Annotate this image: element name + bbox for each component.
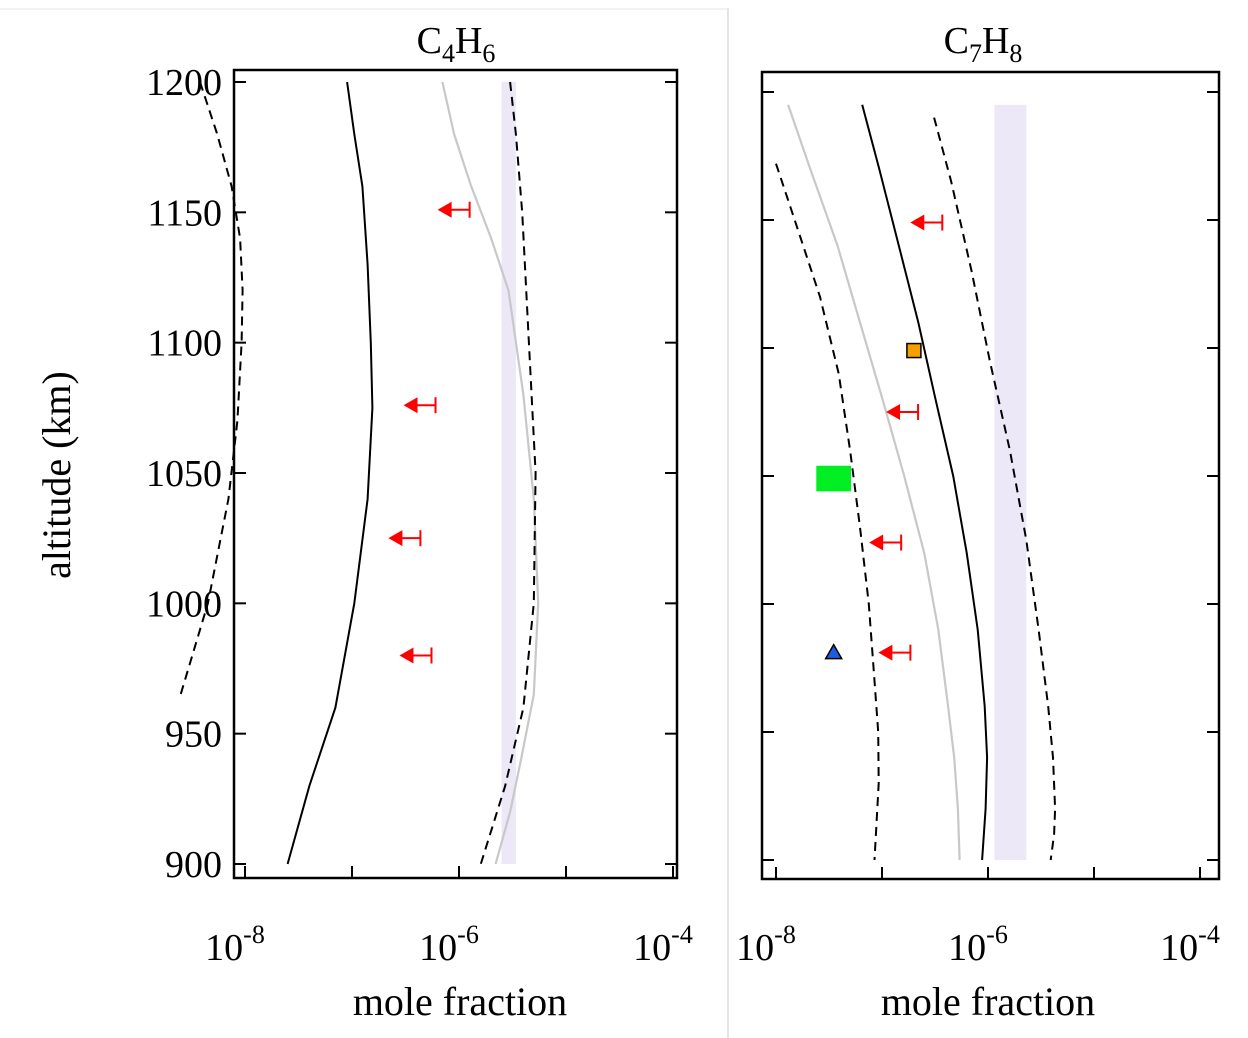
series-line-1-dashed xyxy=(179,81,244,695)
x-tick-label: 10-8 xyxy=(736,920,796,969)
y-tick-label: 950 xyxy=(165,714,222,756)
x-tick-label: 10-8 xyxy=(205,920,265,969)
x-axis-label: mole fraction xyxy=(353,979,567,1024)
y-axis-label: altitude (km) xyxy=(34,371,79,579)
upper-limit-arrow-3 xyxy=(869,534,903,551)
upper-limit-arrow-1 xyxy=(437,201,471,218)
upper-limit-arrow-3 xyxy=(388,530,422,547)
y-tick-label: 1200 xyxy=(146,62,222,104)
upper-limit-arrow-2 xyxy=(886,404,920,420)
series-line-3-solid xyxy=(861,104,989,861)
y-tick-label: 1100 xyxy=(147,323,222,365)
series-line-3-solid xyxy=(441,81,540,865)
tick-layer: 10-8 10-6 10-4 1200 1150 1100 1050 1000 950 900 xyxy=(146,62,693,969)
series-layer xyxy=(179,81,540,865)
range-box-marker xyxy=(816,465,852,492)
y-tick-label: 1050 xyxy=(146,453,222,495)
series-layer xyxy=(775,104,1057,861)
x-tick-label: 10-6 xyxy=(419,920,479,969)
series-line-4-dashed xyxy=(933,117,1057,861)
series-line-2-solid xyxy=(787,104,961,861)
upper-limit-arrow-4 xyxy=(878,644,912,661)
upper-limit-arrow-2 xyxy=(403,397,437,414)
y-tick-label: 1150 xyxy=(147,192,222,234)
shaded-band xyxy=(994,104,1027,861)
plot-frame xyxy=(232,68,679,880)
y-tick-label: 1000 xyxy=(146,583,222,625)
square-marker xyxy=(906,342,922,359)
panel-title: C7H8 xyxy=(944,20,1023,68)
y-tick-label: 900 xyxy=(165,844,222,886)
series-line-4-dashed xyxy=(479,81,537,865)
upper-limit-arrow-1 xyxy=(910,214,944,231)
upper-limit-arrow-4 xyxy=(399,647,433,664)
triangle-marker xyxy=(824,643,843,660)
series-line-2-solid xyxy=(286,81,374,865)
x-tick-label: 10-6 xyxy=(948,920,1008,969)
tick-layer: 10-8 10-6 10-4 xyxy=(736,91,1220,969)
x-tick-label: 10-4 xyxy=(1160,920,1220,969)
chart-panel-c7h8: 10-8 10-6 10-4 C7H8 mole fraction xyxy=(736,20,1221,1024)
x-axis-label: mole fraction xyxy=(881,979,1095,1024)
panel-title: C4H6 xyxy=(417,20,496,68)
marker-layer xyxy=(816,214,944,661)
shaded-band-layer xyxy=(994,104,1027,861)
series-line-1-dashed xyxy=(775,163,880,861)
x-tick-label: 10-4 xyxy=(633,920,693,969)
marker-layer xyxy=(388,201,471,664)
chart-panel-c4h6: 10-8 10-6 10-4 1200 1150 1100 1050 1000 950 900 C… xyxy=(34,20,693,1024)
